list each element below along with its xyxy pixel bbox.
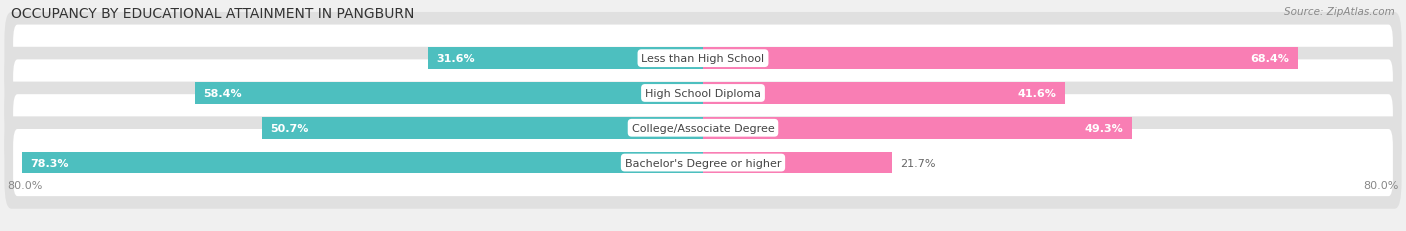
Text: 31.6%: 31.6% — [437, 54, 475, 64]
FancyBboxPatch shape — [4, 13, 1402, 105]
Bar — [703, 152, 891, 174]
Bar — [262, 118, 703, 139]
Bar — [703, 118, 1132, 139]
Bar — [703, 48, 1298, 70]
FancyBboxPatch shape — [4, 117, 1402, 209]
Text: 68.4%: 68.4% — [1250, 54, 1289, 64]
Text: 58.4%: 58.4% — [204, 88, 242, 99]
FancyBboxPatch shape — [13, 95, 1393, 162]
Bar — [195, 83, 703, 104]
FancyBboxPatch shape — [4, 48, 1402, 140]
Text: Less than High School: Less than High School — [641, 54, 765, 64]
Bar — [22, 152, 703, 174]
FancyBboxPatch shape — [13, 60, 1393, 127]
Text: OCCUPANCY BY EDUCATIONAL ATTAINMENT IN PANGBURN: OCCUPANCY BY EDUCATIONAL ATTAINMENT IN P… — [11, 7, 415, 21]
Text: 80.0%: 80.0% — [7, 180, 42, 190]
Text: College/Associate Degree: College/Associate Degree — [631, 123, 775, 133]
Text: 49.3%: 49.3% — [1084, 123, 1123, 133]
Text: 21.7%: 21.7% — [900, 158, 936, 168]
Bar — [427, 48, 703, 70]
Text: Bachelor's Degree or higher: Bachelor's Degree or higher — [624, 158, 782, 168]
Text: 80.0%: 80.0% — [1364, 180, 1399, 190]
Text: 78.3%: 78.3% — [31, 158, 69, 168]
Text: 50.7%: 50.7% — [270, 123, 309, 133]
FancyBboxPatch shape — [13, 25, 1393, 92]
FancyBboxPatch shape — [13, 129, 1393, 196]
FancyBboxPatch shape — [4, 82, 1402, 174]
Bar — [703, 83, 1064, 104]
Text: High School Diploma: High School Diploma — [645, 88, 761, 99]
Text: 41.6%: 41.6% — [1018, 88, 1056, 99]
Text: Source: ZipAtlas.com: Source: ZipAtlas.com — [1284, 7, 1395, 17]
